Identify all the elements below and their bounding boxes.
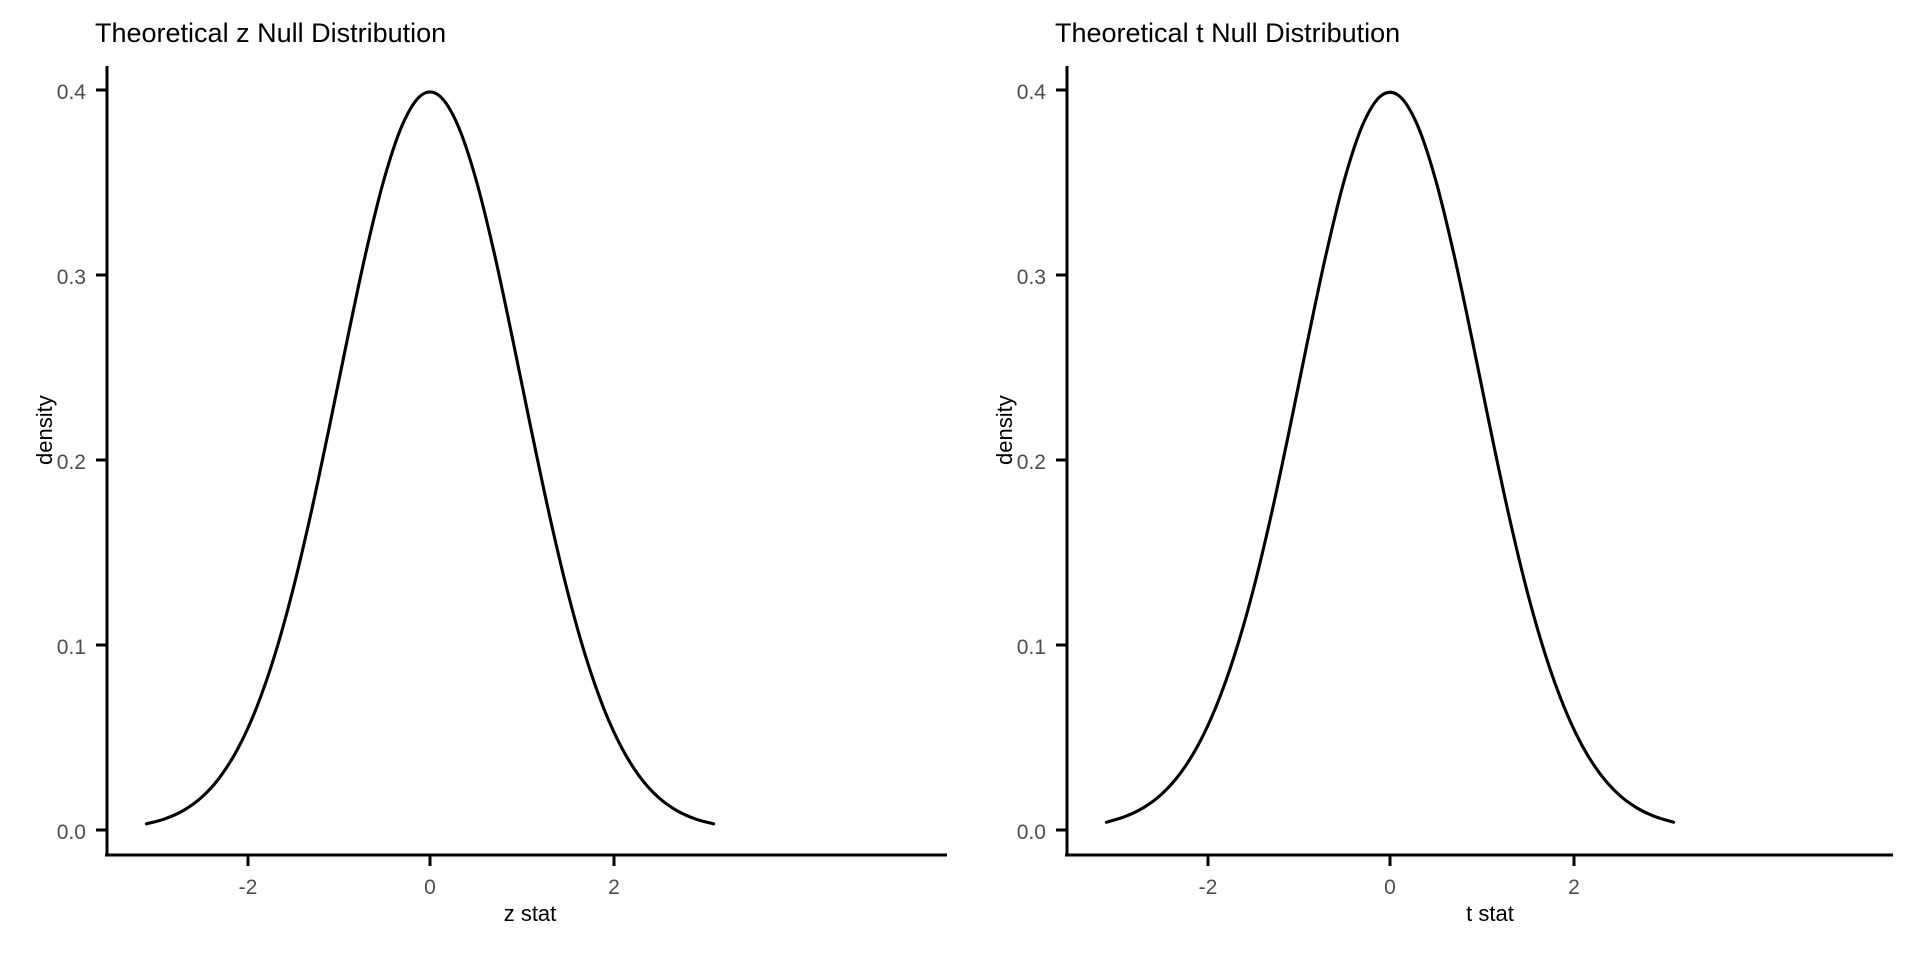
panel-t-ytick-1: 0.1 — [1016, 636, 1046, 659]
panel-t-ytick-3: 0.3 — [1016, 266, 1046, 289]
panel-t: Theoretical t Null Distribution density … — [960, 0, 1920, 960]
panel-z-xtick-2: 2 — [608, 876, 620, 899]
panel-z-density-curve — [144, 90, 716, 826]
panel-t-title: Theoretical t Null Distribution — [1055, 18, 1401, 48]
panel-t-ytick-4: 0.4 — [1016, 81, 1046, 104]
panel-t-ytick-2: 0.2 — [1016, 451, 1046, 474]
panel-z-xtick-1: 0 — [424, 876, 436, 899]
panel-z-xtick-0: -2 — [238, 876, 258, 899]
panel-z-ytick-3: 0.3 — [56, 266, 86, 289]
panel-t-plot-area — [1056, 66, 1893, 866]
panel-t-ytick-0: 0.0 — [1016, 821, 1046, 844]
panel-z-ytick-4: 0.4 — [56, 81, 86, 104]
panel-t-density-curve — [1104, 90, 1676, 824]
panel-t-x-axis-title: t stat — [1466, 901, 1514, 926]
panel-z-title: Theoretical z Null Distribution — [95, 18, 447, 48]
panel-z-plot-area — [96, 66, 947, 866]
panel-z-ytick-2: 0.2 — [56, 451, 86, 474]
panel-t-xtick-1: 0 — [1384, 876, 1396, 899]
panel-z-ytick-1: 0.1 — [56, 636, 86, 659]
panel-t-xtick-0: -2 — [1198, 876, 1218, 899]
panel-t-xtick-2: 2 — [1568, 876, 1580, 899]
panel-z-ytick-0: 0.0 — [56, 821, 86, 844]
panel-z-x-axis-title: z stat — [503, 901, 557, 926]
panel-z: Theoretical z Null Distribution density … — [32, 18, 947, 926]
